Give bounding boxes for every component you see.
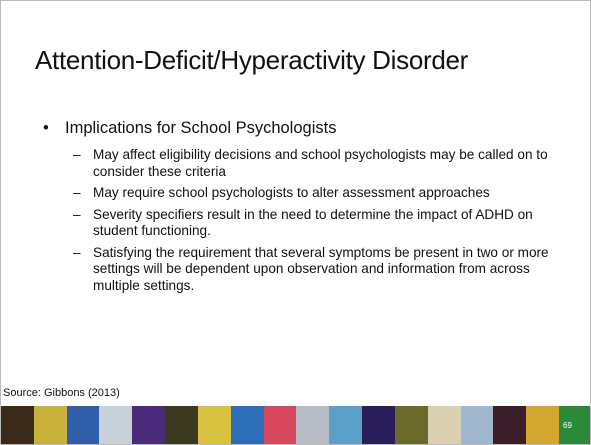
sub-bullet-text: Severity specifiers result in the need t… bbox=[93, 206, 533, 239]
bullet-dot: • bbox=[43, 119, 49, 137]
sub-bullet-text: Satisfying the requirement that several … bbox=[93, 244, 549, 293]
sub-bullet-list: – May affect eligibility decisions and sc… bbox=[73, 147, 563, 299]
slide-title: Attention-Deficit/Hyperactivity Disorder bbox=[35, 45, 469, 75]
page-number: 69 bbox=[563, 421, 572, 430]
sub-bullet: – Severity specifiers result in the need … bbox=[73, 207, 563, 240]
sub-bullet: – May require school psychologists to alt… bbox=[73, 185, 563, 202]
sub-bullet-dash: – bbox=[73, 185, 81, 200]
sub-bullet-dash: – bbox=[73, 147, 81, 162]
sub-bullet-text: May affect eligibility decisions and sch… bbox=[93, 147, 548, 179]
sub-bullet: – Satisfying the requirement that several… bbox=[73, 245, 563, 295]
sub-bullet-dash: – bbox=[73, 206, 81, 222]
sub-bullet: – May affect eligibility decisions and sc… bbox=[73, 147, 563, 180]
bullet-text: Implications for School Psychologists bbox=[65, 119, 337, 137]
source-note: Source: Gibbons (2013) bbox=[3, 387, 120, 399]
sub-bullet-text: May require school psychologists to alte… bbox=[93, 185, 490, 200]
book-cover-strip bbox=[1, 406, 590, 444]
sub-bullet-dash: – bbox=[73, 244, 81, 260]
